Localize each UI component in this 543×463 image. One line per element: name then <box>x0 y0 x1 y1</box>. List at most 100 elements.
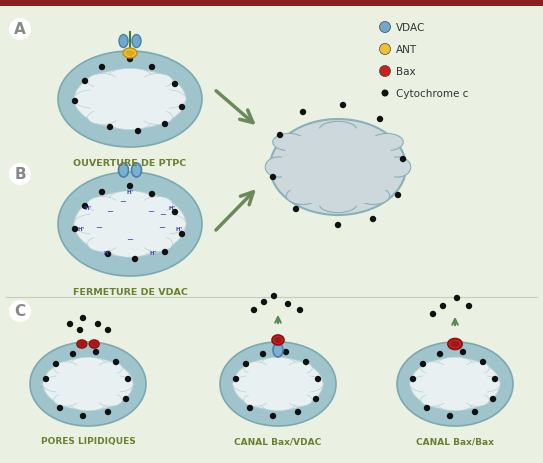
Circle shape <box>149 191 155 198</box>
Circle shape <box>420 361 426 368</box>
Ellipse shape <box>261 357 295 371</box>
Circle shape <box>99 189 105 196</box>
Circle shape <box>380 22 390 33</box>
Circle shape <box>9 163 31 186</box>
Text: C: C <box>15 304 26 319</box>
Ellipse shape <box>410 358 500 410</box>
Circle shape <box>233 376 239 382</box>
Ellipse shape <box>142 237 173 252</box>
Text: OUVERTURE DE PTPC: OUVERTURE DE PTPC <box>73 159 187 168</box>
Text: H⁺: H⁺ <box>103 250 111 256</box>
Circle shape <box>454 295 460 301</box>
Circle shape <box>105 327 111 333</box>
Ellipse shape <box>123 49 137 59</box>
Ellipse shape <box>243 364 313 404</box>
Ellipse shape <box>43 358 133 410</box>
Bar <box>0 0 543 7</box>
Ellipse shape <box>125 51 135 57</box>
Ellipse shape <box>142 75 173 89</box>
Circle shape <box>105 409 111 415</box>
Text: H⁺: H⁺ <box>77 226 85 231</box>
Ellipse shape <box>98 394 122 407</box>
Ellipse shape <box>385 157 411 178</box>
Circle shape <box>53 361 59 368</box>
Circle shape <box>315 376 321 382</box>
Circle shape <box>105 251 111 257</box>
Circle shape <box>80 413 86 419</box>
Text: PORES LIPIDIQUES: PORES LIPIDIQUES <box>41 437 135 445</box>
Ellipse shape <box>288 394 312 407</box>
Ellipse shape <box>261 398 295 411</box>
Circle shape <box>466 303 472 310</box>
Circle shape <box>300 110 306 116</box>
Text: −: − <box>158 223 165 232</box>
Ellipse shape <box>275 337 281 343</box>
Circle shape <box>430 311 436 318</box>
Circle shape <box>172 209 178 216</box>
Ellipse shape <box>220 342 336 426</box>
Ellipse shape <box>77 340 87 348</box>
Circle shape <box>271 293 277 300</box>
Circle shape <box>113 359 119 365</box>
Circle shape <box>243 361 249 368</box>
Ellipse shape <box>30 342 146 426</box>
Circle shape <box>179 105 185 111</box>
Ellipse shape <box>288 362 312 375</box>
Text: B: B <box>14 167 26 182</box>
Ellipse shape <box>270 120 406 216</box>
Ellipse shape <box>89 340 99 348</box>
Circle shape <box>377 117 383 123</box>
Text: CANAL Bax/Bax: CANAL Bax/Bax <box>416 437 494 445</box>
Circle shape <box>283 349 289 356</box>
Ellipse shape <box>280 127 396 208</box>
Ellipse shape <box>71 398 105 411</box>
Circle shape <box>57 405 63 411</box>
Ellipse shape <box>131 163 142 178</box>
Text: H⁺: H⁺ <box>127 190 134 195</box>
Ellipse shape <box>74 70 186 130</box>
Text: H⁺: H⁺ <box>85 206 92 210</box>
Circle shape <box>99 65 105 71</box>
Ellipse shape <box>244 362 268 375</box>
Circle shape <box>135 129 141 135</box>
Ellipse shape <box>74 91 111 109</box>
Circle shape <box>460 349 466 356</box>
Circle shape <box>260 351 266 357</box>
Circle shape <box>162 121 168 128</box>
Ellipse shape <box>87 197 118 213</box>
Ellipse shape <box>465 394 489 407</box>
Ellipse shape <box>109 115 151 131</box>
Circle shape <box>380 44 390 56</box>
Ellipse shape <box>420 364 490 404</box>
Text: −: − <box>147 207 154 216</box>
Circle shape <box>149 65 155 71</box>
Circle shape <box>9 19 31 41</box>
Ellipse shape <box>87 111 118 125</box>
Ellipse shape <box>87 237 118 252</box>
Text: −: − <box>119 197 127 206</box>
Ellipse shape <box>357 188 390 205</box>
Ellipse shape <box>465 362 489 375</box>
Circle shape <box>123 396 129 402</box>
Ellipse shape <box>54 394 78 407</box>
Ellipse shape <box>109 241 151 258</box>
Ellipse shape <box>109 69 151 84</box>
Text: H⁺: H⁺ <box>175 226 182 231</box>
Ellipse shape <box>142 197 173 213</box>
Circle shape <box>72 99 78 105</box>
Text: VDAC: VDAC <box>396 23 425 33</box>
Circle shape <box>285 301 291 307</box>
Circle shape <box>125 376 131 382</box>
Text: H⁺: H⁺ <box>149 250 157 256</box>
Text: ANT: ANT <box>396 45 417 55</box>
Circle shape <box>437 351 443 357</box>
Ellipse shape <box>421 362 445 375</box>
Circle shape <box>297 307 303 313</box>
Ellipse shape <box>421 394 445 407</box>
Ellipse shape <box>109 191 151 208</box>
Ellipse shape <box>87 77 173 123</box>
Circle shape <box>43 376 49 382</box>
Circle shape <box>440 303 446 310</box>
Ellipse shape <box>371 134 403 151</box>
Circle shape <box>395 193 401 199</box>
